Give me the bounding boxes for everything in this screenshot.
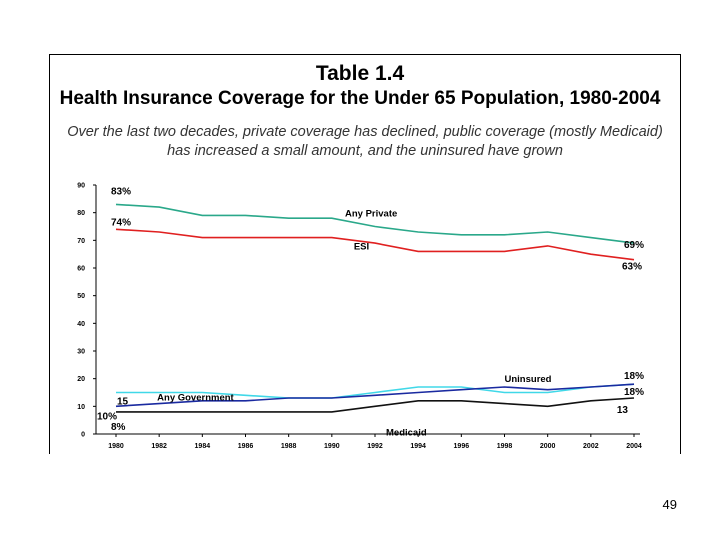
y-tick-label: 60 <box>77 266 85 273</box>
x-tick-label: 2004 <box>626 443 642 450</box>
y-tick-label: 80 <box>77 210 85 217</box>
data-label: 83% <box>111 186 131 197</box>
series-line-uninsured <box>115 383 635 408</box>
data-label: 13 <box>617 405 629 416</box>
x-tick-label: 1994 <box>410 443 426 450</box>
x-tick-label: 1996 <box>454 443 470 450</box>
y-tick-label: 40 <box>77 321 85 328</box>
slide-title-main: Health Insurance Coverage for the Under … <box>59 88 661 109</box>
page-number: 49 <box>662 497 677 512</box>
x-tick-label: 1984 <box>195 443 211 450</box>
series-line-any-private <box>115 203 635 244</box>
y-tick-label: 70 <box>77 238 85 245</box>
x-tick-label: 1988 <box>281 443 297 450</box>
series-annotation: Uninsured <box>505 374 552 385</box>
x-tick-label: 1998 <box>497 443 513 450</box>
x-tick-label: 1986 <box>238 443 254 450</box>
y-tick-label: 90 <box>77 183 85 190</box>
x-tick-label: 1982 <box>151 443 167 450</box>
data-label: 8% <box>111 422 126 433</box>
y-tick-label: 10 <box>77 404 85 411</box>
x-tick-label: 1992 <box>367 443 383 450</box>
slide-subtitle: Over the last two decades, private cover… <box>67 124 663 159</box>
y-tick-label: 30 <box>77 349 85 356</box>
series-annotation: Any Private <box>345 209 397 220</box>
series-line-any-government <box>116 383 635 399</box>
data-label: 18% <box>624 371 644 382</box>
x-tick-label: 1990 <box>324 443 340 450</box>
x-tick-label: 2002 <box>583 443 599 450</box>
data-label: 10% <box>97 411 117 422</box>
y-tick-label: 0 <box>81 432 85 439</box>
data-label: 74% <box>111 217 131 228</box>
x-tick-label: 1980 <box>108 443 124 450</box>
series-line-medicaid <box>116 397 635 413</box>
slide-title: Table 1.4 <box>315 62 405 85</box>
y-tick-label: 20 <box>77 376 85 383</box>
data-label: 15 <box>117 397 129 408</box>
slide-frame <box>49 54 681 454</box>
series-annotation: Any Government <box>157 393 234 404</box>
series-annotation: Medicaid <box>386 427 427 438</box>
series-annotation: ESI <box>354 242 369 253</box>
x-tick-label: 2000 <box>540 443 556 450</box>
y-tick-label: 50 <box>77 293 85 300</box>
data-label: 69% <box>624 240 644 251</box>
data-label: 18% <box>624 387 644 398</box>
data-label: 63% <box>622 262 642 273</box>
series-line-esi <box>115 228 635 261</box>
